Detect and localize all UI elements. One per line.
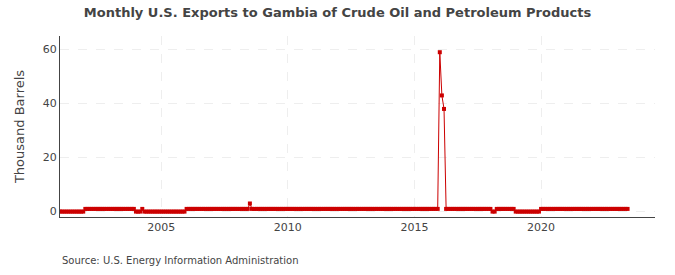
svg-text:2020: 2020 bbox=[527, 221, 555, 234]
svg-text:Source: U.S. Energy Informatio: Source: U.S. Energy Information Administ… bbox=[62, 255, 299, 266]
svg-text:0: 0 bbox=[50, 205, 57, 218]
svg-text:40: 40 bbox=[43, 97, 57, 110]
svg-text:60: 60 bbox=[43, 43, 57, 56]
svg-text:2005: 2005 bbox=[147, 221, 175, 234]
svg-text:Monthly U.S. Exports to Gambia: Monthly U.S. Exports to Gambia of Crude … bbox=[84, 5, 592, 20]
svg-text:Thousand Barrels: Thousand Barrels bbox=[12, 70, 27, 184]
svg-text:2010: 2010 bbox=[274, 221, 302, 234]
svg-text:20: 20 bbox=[43, 151, 57, 164]
svg-text:2015: 2015 bbox=[400, 221, 428, 234]
